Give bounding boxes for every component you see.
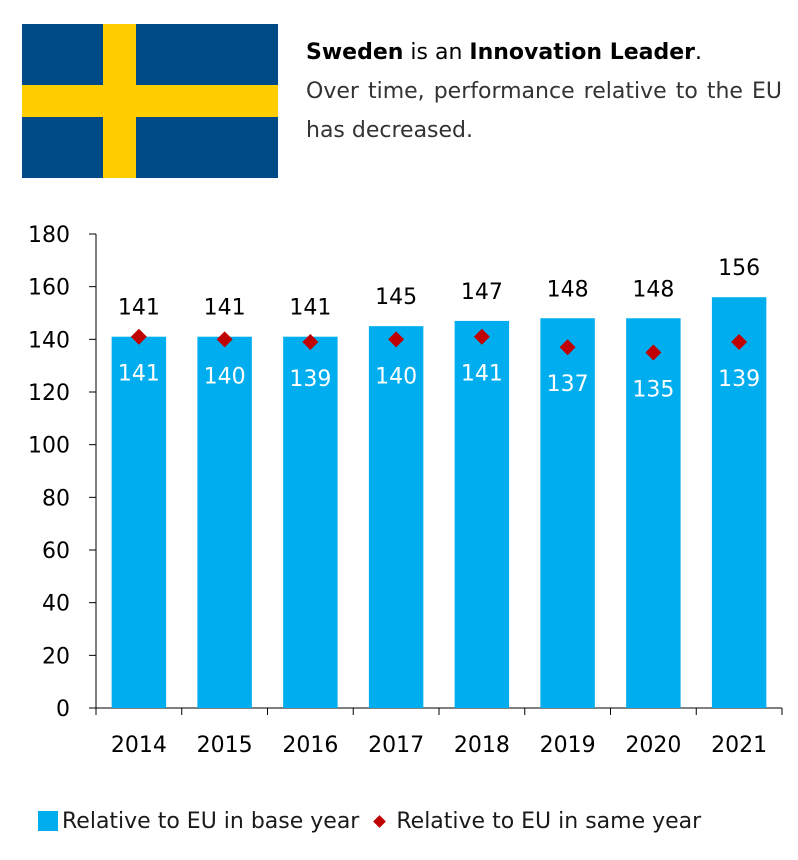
bar-value-label: 141 — [118, 296, 160, 321]
legend-bar-label: Relative to EU in base year — [62, 808, 360, 834]
bar-value-label: 147 — [461, 280, 503, 305]
x-tick-label: 2019 — [540, 733, 596, 758]
bar-value-label: 141 — [204, 296, 246, 321]
x-axis: 2014 2015 2016 2017 2018 2019 2020 2021 — [95, 707, 783, 758]
marker-value-label: 139 — [718, 367, 760, 392]
bar — [197, 336, 252, 708]
marker — [731, 333, 748, 350]
y-tick-label: 20 — [42, 644, 70, 669]
marker-value-label: 140 — [204, 364, 246, 389]
markers — [130, 328, 748, 361]
bar — [111, 336, 167, 708]
headline-line-2: Over time, performance relative to the E… — [306, 79, 782, 104]
bar — [368, 326, 424, 708]
bar-value-label: 145 — [375, 285, 417, 310]
headline-line-1: Sweden is an Innovation Leader. — [306, 33, 782, 72]
marker — [645, 344, 662, 361]
marker — [473, 328, 490, 345]
headline: Sweden is an Innovation Leader. Over tim… — [306, 33, 782, 150]
marker-value-label: 141 — [461, 362, 503, 387]
marker-value-label: 141 — [118, 362, 160, 387]
legend: Relative to EU in base year Relative to … — [38, 806, 701, 836]
bar — [540, 318, 595, 708]
bar — [626, 318, 681, 708]
x-tick-label: 2015 — [197, 733, 253, 758]
sweden-flag — [22, 24, 278, 178]
marker — [302, 333, 319, 350]
marker-value-label: 135 — [632, 378, 674, 403]
bar-value-label: 148 — [632, 277, 674, 302]
marker — [216, 331, 233, 348]
y-tick-label: 160 — [28, 276, 70, 301]
y-tick-label: 0 — [56, 697, 70, 722]
marker — [559, 339, 576, 356]
bar — [283, 336, 338, 708]
marker — [130, 328, 147, 345]
y-tick-label: 80 — [42, 486, 70, 511]
bars — [111, 297, 767, 708]
bar — [454, 320, 510, 708]
x-tick-label: 2021 — [711, 733, 767, 758]
y-tick-label: 120 — [28, 381, 70, 406]
y-tick-label: 60 — [42, 539, 70, 564]
marker-value-label: 139 — [289, 367, 331, 392]
bar — [711, 297, 767, 708]
headline-period: . — [695, 40, 703, 65]
x-tick-label: 2014 — [111, 733, 167, 758]
headline-connector: is an — [410, 40, 463, 65]
bar-value-label: 141 — [289, 296, 331, 321]
headline-line-3: has decreased. — [306, 118, 474, 143]
marker-value-label: 137 — [547, 372, 589, 397]
performance-group: Innovation Leader — [469, 40, 696, 65]
y-tick-label: 180 — [28, 223, 70, 248]
y-axis: 0 20 40 60 80 100 120 140 160 180 — [28, 223, 97, 722]
data-labels: 141 141 141 145 147 148 148 156 141 140 139 140 141 1… — [118, 256, 760, 402]
y-tick-label: 140 — [28, 328, 70, 353]
flag-cross-horizontal — [22, 85, 278, 117]
x-tick-label: 2018 — [454, 733, 510, 758]
marker-value-label: 140 — [375, 364, 417, 389]
y-tick-label: 100 — [28, 434, 70, 459]
bar-value-label: 148 — [547, 277, 589, 302]
legend-diamond-swatch — [373, 814, 387, 828]
legend-item-base-year: Relative to EU in base year — [38, 809, 359, 834]
x-tick-label: 2020 — [625, 733, 681, 758]
legend-bar-swatch — [38, 811, 58, 831]
x-tick-label: 2017 — [368, 733, 424, 758]
x-tick-label: 2016 — [282, 733, 338, 758]
bar-value-label: 156 — [718, 256, 760, 281]
country-name: Sweden — [306, 40, 404, 65]
legend-marker-label: Relative to EU in same year — [396, 808, 702, 834]
y-tick-label: 40 — [42, 592, 70, 617]
marker — [388, 331, 405, 348]
legend-item-same-year: Relative to EU in same year — [359, 809, 701, 834]
